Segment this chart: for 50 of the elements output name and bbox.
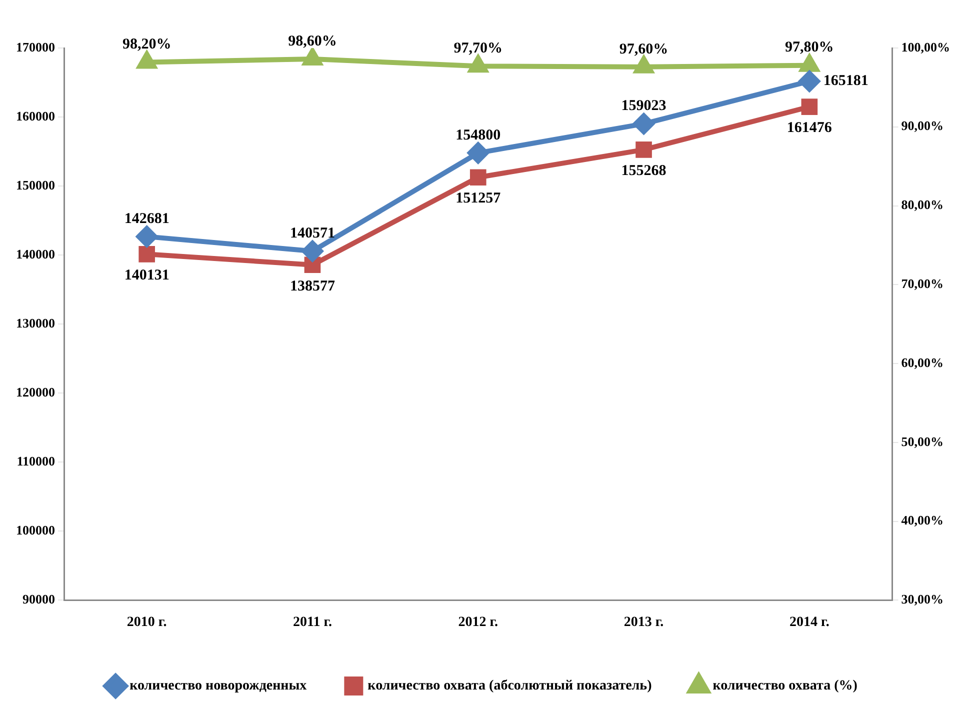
data-label: 142681 [124,210,170,227]
y2-tick-label: 60,00% [901,354,944,370]
y2-tick-label: 40,00% [901,512,944,528]
data-label: 140131 [124,268,170,284]
point [304,256,321,274]
data-label: 98,20% [122,36,172,53]
data-label: 155268 [621,163,666,180]
x-tick-label: 2013 г. [624,615,664,630]
x-tick-label: 2011 г. [292,615,332,630]
y2-tick-label: 100,00% [901,39,950,54]
y-tick-label: 160000 [16,108,55,124]
data-label: 97,70% [454,40,502,57]
point [468,142,489,164]
y2-tick-label: 30,00% [901,592,944,607]
legend-label: количество охвата (%) [712,678,858,694]
data-label: 159023 [621,98,666,114]
x-tick-label: 2010 г. [126,615,167,630]
x-tick-label: 2014 г. [790,615,830,630]
point [136,226,158,248]
point [470,169,486,186]
y-tick-label: 150000 [16,177,55,192]
point [798,70,820,92]
data-label: 165181 [823,73,868,90]
point [138,246,155,262]
data-label: 138577 [290,278,336,294]
y2-tick-label: 70,00% [901,276,944,292]
data-label: 97,80% [785,40,834,56]
data-label: 161476 [786,120,832,136]
data-label: 154800 [456,127,501,144]
y2-tick-label: 80,00% [901,197,944,212]
legend-label: количество новорожденных [130,678,307,694]
y-tick-label: 130000 [16,315,55,330]
y-tick-label: 90000 [22,592,55,607]
data-label: 140571 [290,226,335,242]
point [633,113,654,134]
data-label: 151257 [456,190,502,207]
y-tick-label: 140000 [16,246,55,262]
data-label: 98,60% [288,33,337,50]
y2-tick-label: 90,00% [901,118,944,134]
point [801,98,818,115]
data-label: 97,60% [619,41,668,58]
y-tick-label: 170000 [16,39,55,54]
y-tick-label: 100000 [16,522,55,538]
legend-label: количество охвата (абсолютный показатель) [368,678,652,694]
y-tick-label: 120000 [16,384,55,400]
point [302,240,323,262]
y-tick-label: 110000 [16,454,55,469]
x-tick-label: 2012 г. [458,615,498,630]
y2-tick-label: 50,00% [901,434,944,449]
point [636,142,652,158]
